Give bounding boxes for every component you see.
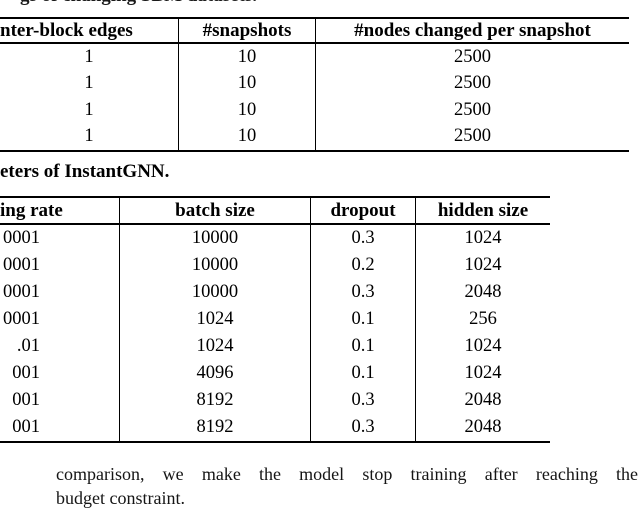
paragraph-line: budget constraint.: [56, 487, 185, 508]
table-cell: 2048: [415, 414, 550, 441]
table-cell: 2500: [315, 97, 629, 124]
table-cell: 1024: [119, 333, 310, 360]
sbm-settings-table: nter-block edges #snapshots #nodes chang…: [0, 17, 629, 152]
table-cell: 1: [84, 99, 94, 120]
table-cell: 0001: [3, 309, 40, 329]
table-cell: 1024: [415, 225, 550, 252]
instantgnn-parameters-table: ing rate batch size dropout hidden size …: [0, 196, 550, 443]
table-cell: 8192: [119, 387, 310, 414]
table-header-cell: batch size: [119, 198, 310, 225]
table-cell: 0.1: [310, 306, 415, 333]
table-cell: 001: [12, 390, 40, 410]
table-cell: 1024: [415, 360, 550, 387]
table-cell: 1024: [415, 252, 550, 279]
table-cell: 0.3: [310, 387, 415, 414]
table-cell: 001: [12, 417, 40, 437]
table-cell: 1024: [415, 333, 550, 360]
table-cell: 10000: [119, 225, 310, 252]
table-cell: 0.3: [310, 225, 415, 252]
table-cell: 1: [84, 126, 94, 147]
table-cell: 2048: [415, 279, 550, 306]
table-cell: 0001: [3, 282, 40, 302]
table-cell: 256: [415, 306, 550, 333]
table-cell: 2500: [315, 123, 629, 150]
table-cell: 0.3: [310, 279, 415, 306]
table-cell: 1: [84, 46, 94, 67]
table-cell: 10: [178, 97, 315, 124]
table-cell: 2048: [415, 387, 550, 414]
table-cell: 0.1: [310, 360, 415, 387]
table-header-cell: nter-block edges: [0, 19, 178, 44]
table-cell: .01: [16, 336, 40, 356]
table-cell: 0001: [3, 228, 40, 248]
table-cell: 10: [178, 44, 315, 71]
table-cell: 1: [84, 73, 94, 94]
table-cell: 0.1: [310, 333, 415, 360]
table-cell: 0001: [3, 255, 40, 275]
table-cell: 001: [12, 363, 40, 383]
table-cell: 0.2: [310, 252, 415, 279]
clipped-top-caption-text: gs of changing SBM datasets.: [20, 0, 257, 6]
clipped-top-caption: gs of changing SBM datasets.: [0, 0, 640, 10]
table-cell: 2500: [315, 70, 629, 97]
table-header-cell: hidden size: [415, 198, 550, 225]
table-cell: 8192: [119, 414, 310, 441]
table-cell: 4096: [119, 360, 310, 387]
table-cell: 10000: [119, 252, 310, 279]
table-header-cell: ing rate: [0, 198, 119, 225]
table-header-cell: dropout: [310, 198, 415, 225]
table-header-cell: #nodes changed per snapshot: [315, 19, 629, 44]
table-cell: 0.3: [310, 414, 415, 441]
table-cell: 1024: [119, 306, 310, 333]
table-cell: 2500: [315, 44, 629, 71]
table-cell: 10000: [119, 279, 310, 306]
body-paragraph: comparison, we make the model stop train…: [56, 463, 638, 510]
table-cell: 10: [178, 123, 315, 150]
paragraph-line: comparison, we make the model stop train…: [56, 464, 638, 484]
table-cell: 10: [178, 70, 315, 97]
instantgnn-table-caption: eters of InstantGNN.: [0, 161, 170, 182]
table-header-cell: #snapshots: [178, 19, 315, 44]
